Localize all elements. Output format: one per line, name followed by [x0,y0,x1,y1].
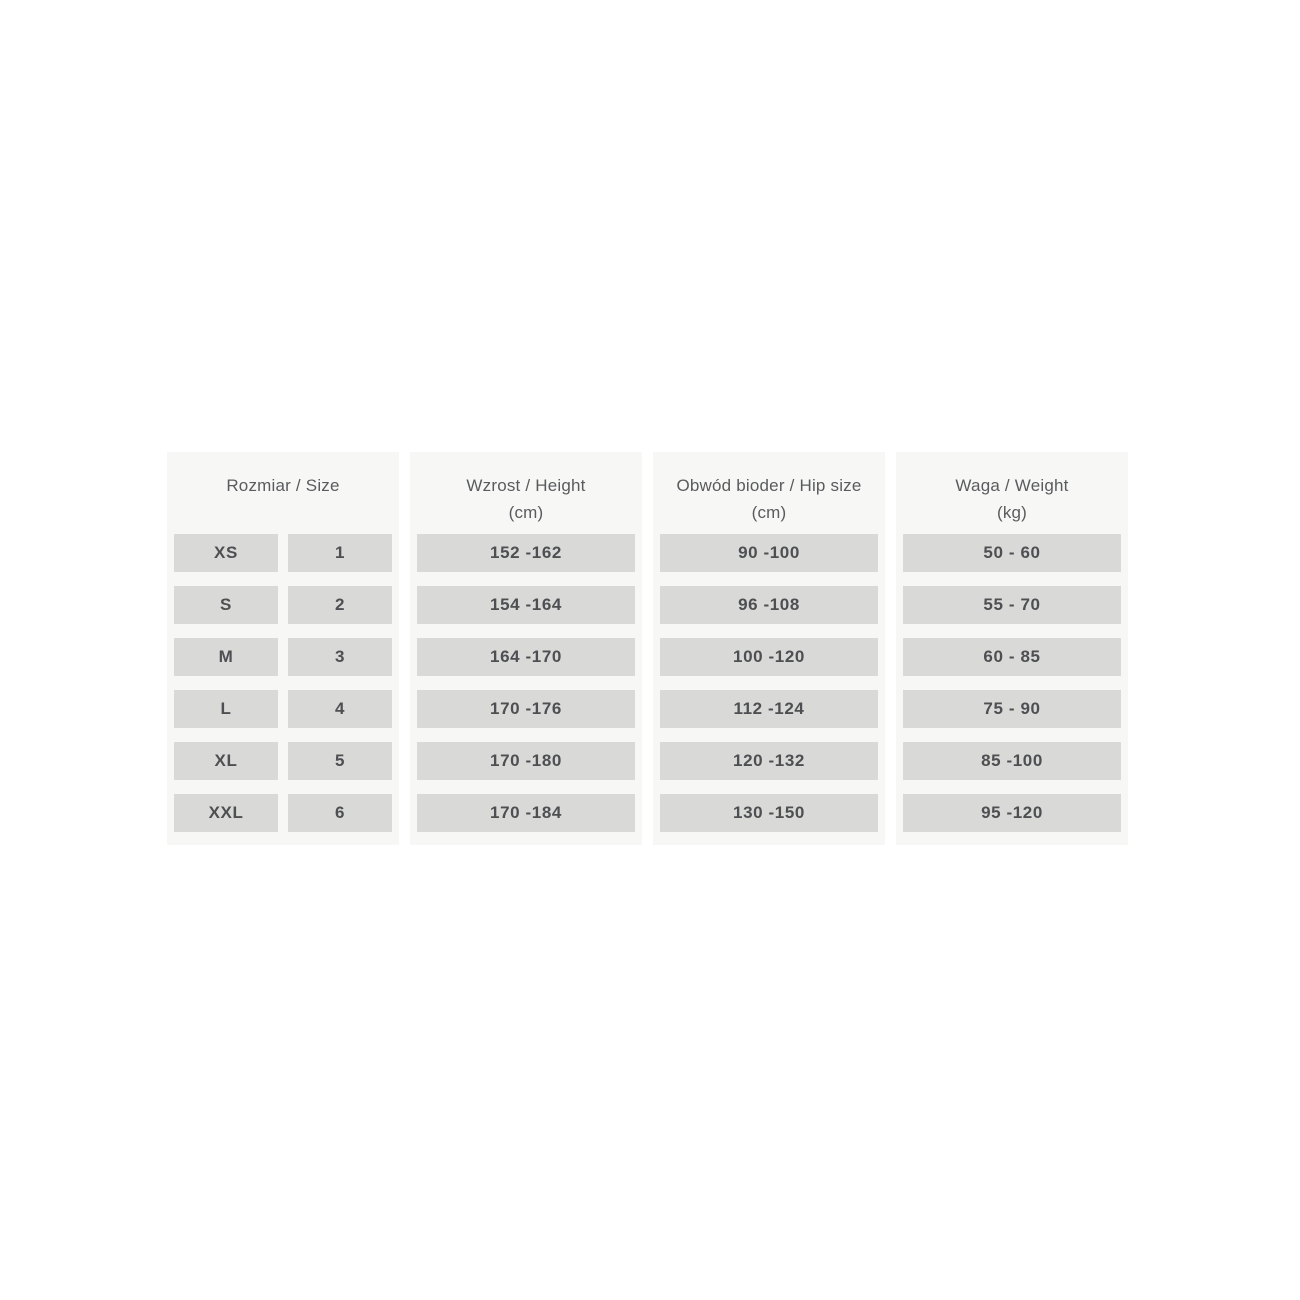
height-range-cell: 170 -180 [417,742,635,780]
column-header-label: Obwód bioder / Hip size [676,476,862,495]
column-header-unit: (cm) [751,503,787,522]
size-number-cell: 5 [288,742,392,780]
height-range-cell: 170 -176 [417,690,635,728]
height-range-cell: 164 -170 [417,638,635,676]
table-row: S 2 [174,586,392,624]
table-row: XS 1 [174,534,392,572]
size-cell: S [174,586,278,624]
table-row: 170 -180 [417,742,635,780]
hip-range-cell: 120 -132 [660,742,878,780]
table-row: 75 - 90 [903,690,1121,728]
table-row: 55 - 70 [903,586,1121,624]
table-row: M 3 [174,638,392,676]
table-row: 90 -100 [660,534,878,572]
size-column-rows: XS 1 S 2 M 3 L 4 XL 5 XXL 6 [167,534,399,832]
weight-range-cell: 75 - 90 [903,690,1121,728]
hip-column-rows: 90 -100 96 -108 100 -120 112 -124 120 -1… [653,534,885,832]
weight-range-cell: 55 - 70 [903,586,1121,624]
size-number-cell: 3 [288,638,392,676]
table-row: 112 -124 [660,690,878,728]
column-header-unit: (cm) [508,503,544,522]
column-header-label: Wzrost / Height [466,476,586,495]
weight-range-cell: 95 -120 [903,794,1121,832]
table-row: 96 -108 [660,586,878,624]
table-row: 50 - 60 [903,534,1121,572]
table-row: 95 -120 [903,794,1121,832]
weight-range-cell: 85 -100 [903,742,1121,780]
table-row: 120 -132 [660,742,878,780]
weight-range-cell: 60 - 85 [903,638,1121,676]
height-column-header: Wzrost / Height (cm) [410,452,642,534]
hip-range-cell: 96 -108 [660,586,878,624]
table-row: XXL 6 [174,794,392,832]
size-number-cell: 2 [288,586,392,624]
hip-range-cell: 130 -150 [660,794,878,832]
size-cell: L [174,690,278,728]
column-header-label: Waga / Weight [955,476,1069,495]
hip-range-cell: 100 -120 [660,638,878,676]
size-number-cell: 6 [288,794,392,832]
table-row: 130 -150 [660,794,878,832]
table-row: 170 -176 [417,690,635,728]
hip-column-panel: Obwód bioder / Hip size (cm) 90 -100 96 … [653,452,885,845]
weight-column-rows: 50 - 60 55 - 70 60 - 85 75 - 90 85 -100 … [896,534,1128,832]
size-cell: XXL [174,794,278,832]
size-number-cell: 1 [288,534,392,572]
weight-range-cell: 50 - 60 [903,534,1121,572]
size-cell: XL [174,742,278,780]
table-row: 60 - 85 [903,638,1121,676]
hip-range-cell: 112 -124 [660,690,878,728]
table-row: 152 -162 [417,534,635,572]
hip-column-header: Obwód bioder / Hip size (cm) [653,452,885,534]
table-row: 85 -100 [903,742,1121,780]
height-range-cell: 170 -184 [417,794,635,832]
size-cell: XS [174,534,278,572]
size-number-cell: 4 [288,690,392,728]
height-range-cell: 152 -162 [417,534,635,572]
size-cell: M [174,638,278,676]
column-header-label: Rozmiar / Size [226,476,340,495]
table-row: 100 -120 [660,638,878,676]
table-row: 164 -170 [417,638,635,676]
hip-range-cell: 90 -100 [660,534,878,572]
column-header-unit: (kg) [996,503,1028,522]
table-row: L 4 [174,690,392,728]
table-row: 170 -184 [417,794,635,832]
height-range-cell: 154 -164 [417,586,635,624]
weight-column-header: Waga / Weight (kg) [896,452,1128,534]
size-column-panel: Rozmiar / Size XS 1 S 2 M 3 L 4 XL 5 [167,452,399,845]
height-column-rows: 152 -162 154 -164 164 -170 170 -176 170 … [410,534,642,832]
table-row: 154 -164 [417,586,635,624]
size-chart: Rozmiar / Size XS 1 S 2 M 3 L 4 XL 5 [167,452,1128,845]
weight-column-panel: Waga / Weight (kg) 50 - 60 55 - 70 60 - … [896,452,1128,845]
table-row: XL 5 [174,742,392,780]
height-column-panel: Wzrost / Height (cm) 152 -162 154 -164 1… [410,452,642,845]
size-column-header: Rozmiar / Size [167,452,399,534]
